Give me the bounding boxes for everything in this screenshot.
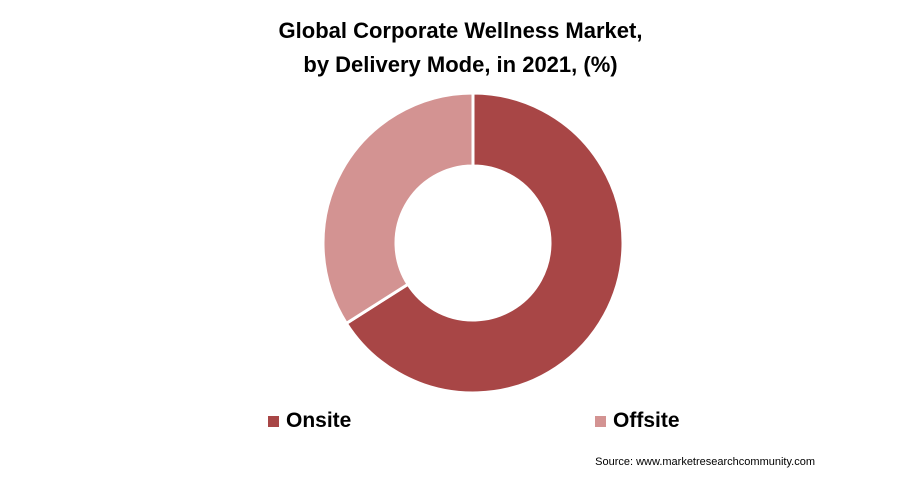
chart-title: Global Corporate Wellness Market, by Del… [0,14,921,82]
chart-title-line-2: by Delivery Mode, in 2021, (%) [303,52,618,77]
legend-swatch-offsite [595,415,606,427]
legend-item-onsite: Onsite [268,406,351,436]
source-note: Source: www.marketresearchcommunity.com [595,456,815,468]
legend-label-offsite: Offsite [613,409,680,432]
donut-slice-onsite [344,91,625,395]
legend-label-onsite: Onsite [286,409,352,432]
chart-title-line-1: Global Corporate Wellness Market, [278,18,643,43]
legend-item-offsite: Offsite [595,406,680,436]
donut-slice-offsite [321,91,475,326]
chart-legend: Onsite Offsite [0,406,921,436]
legend-swatch-onsite [268,415,279,427]
